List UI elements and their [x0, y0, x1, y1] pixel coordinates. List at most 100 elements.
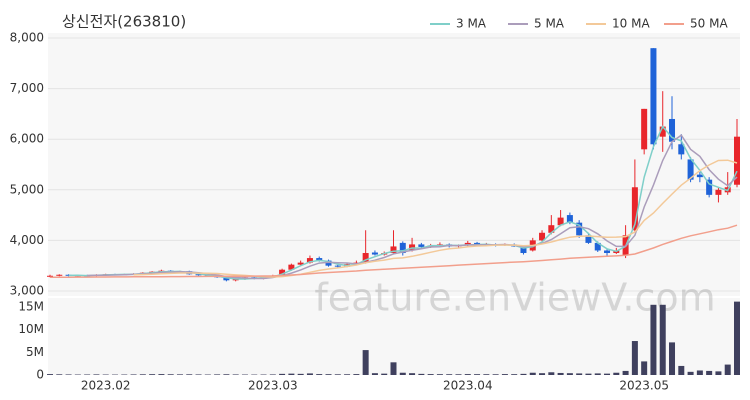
y-tick-label: 4,000	[10, 233, 44, 247]
volume-bar	[362, 350, 369, 375]
candle-body	[734, 136, 740, 185]
volume-bar	[724, 364, 731, 375]
volume-bar	[399, 372, 406, 375]
volume-bar	[594, 373, 601, 375]
x-tick-label: 2023.02	[81, 379, 131, 393]
volume-bar	[232, 374, 239, 375]
volume-bar	[659, 304, 666, 375]
volume-bar	[418, 373, 425, 375]
volume-bar	[93, 374, 100, 375]
volume-bar	[409, 373, 416, 375]
legend-label: 5 MA	[534, 17, 565, 31]
y-tick-label: 7,000	[10, 81, 44, 95]
candle-body	[539, 232, 546, 241]
candle-body	[325, 260, 332, 266]
candle-body	[557, 217, 564, 226]
x-tick-label: 2023.04	[443, 379, 493, 393]
volume-bar	[325, 374, 332, 375]
volume-bar	[390, 362, 397, 375]
volume-bar	[557, 372, 564, 375]
volume-bar	[167, 374, 174, 375]
price-panel	[48, 33, 740, 296]
volume-bar	[279, 373, 286, 375]
candle-body	[279, 269, 286, 276]
candle-body	[390, 246, 397, 254]
candle-body	[641, 108, 648, 150]
volume-bar	[455, 374, 462, 375]
candle-body	[399, 242, 406, 254]
candle-body	[56, 274, 63, 276]
volume-bar	[613, 372, 620, 375]
volume-bar	[566, 373, 573, 375]
y-tick-label: 15M	[18, 300, 44, 314]
volume-bar	[130, 374, 137, 375]
volume-bar	[604, 373, 611, 375]
volume-bar	[446, 374, 453, 375]
volume-bar	[576, 373, 583, 375]
legend-label: 3 MA	[456, 17, 487, 31]
volume-panel	[48, 298, 740, 375]
volume-bar	[520, 373, 527, 375]
candle-body	[585, 235, 592, 243]
candle-body	[223, 277, 230, 281]
candle-body	[371, 252, 378, 255]
volume-bar	[316, 374, 323, 375]
candle-body	[306, 258, 313, 263]
candle-body	[576, 222, 583, 236]
ma-line	[133, 159, 738, 278]
volume-bar	[501, 374, 508, 375]
volume-bar	[47, 374, 53, 375]
volume-bar	[288, 373, 295, 375]
volume-bar	[371, 373, 378, 375]
volume-bar	[297, 373, 304, 375]
volume-bar	[511, 374, 518, 375]
candle-body	[288, 264, 295, 270]
volume-bar	[334, 374, 341, 375]
volume-bar	[195, 374, 202, 375]
volume-bar	[427, 374, 434, 375]
volume-bar	[669, 342, 676, 375]
candle-body	[631, 187, 638, 231]
volume-bar	[344, 374, 351, 375]
candle-body	[334, 265, 341, 267]
y-tick-label: 6,000	[10, 132, 44, 146]
legend-label: 10 MA	[612, 17, 650, 31]
volume-bar	[464, 374, 471, 375]
volume-bar	[353, 374, 360, 375]
candle-body	[195, 274, 202, 276]
volume-bar	[585, 373, 592, 375]
volume-bar	[474, 374, 481, 375]
volume-bar	[158, 374, 165, 375]
candle-body	[297, 262, 304, 265]
volume-bar	[223, 374, 230, 375]
volume-bar	[706, 370, 713, 375]
volume-bar	[548, 372, 555, 375]
candle-body	[232, 279, 239, 281]
volume-bar	[678, 365, 685, 375]
candle-body	[548, 225, 555, 233]
volume-bar	[186, 374, 193, 375]
candle-body	[669, 118, 676, 142]
y-tick-label: 3,000	[10, 283, 44, 297]
volume-bar	[641, 361, 648, 375]
volume-bar	[539, 373, 546, 375]
candle-body	[687, 159, 694, 180]
candle-body	[696, 174, 703, 178]
volume-bar	[696, 370, 703, 375]
candle-body	[715, 189, 722, 195]
candle-body	[566, 215, 573, 223]
volume-bar	[622, 370, 629, 375]
volume-bar	[65, 374, 72, 375]
volume-bar	[176, 374, 183, 375]
y-tick-label: 5,000	[10, 182, 44, 196]
y-tick-label: 0	[36, 368, 44, 382]
candle-body	[520, 246, 527, 254]
volume-bar	[306, 373, 313, 375]
candle-body	[65, 274, 72, 276]
y-tick-label: 5M	[26, 345, 44, 359]
volume-bar	[687, 371, 694, 375]
volume-bar	[715, 371, 722, 375]
candle-body	[418, 244, 425, 247]
volume-bar	[734, 301, 740, 375]
